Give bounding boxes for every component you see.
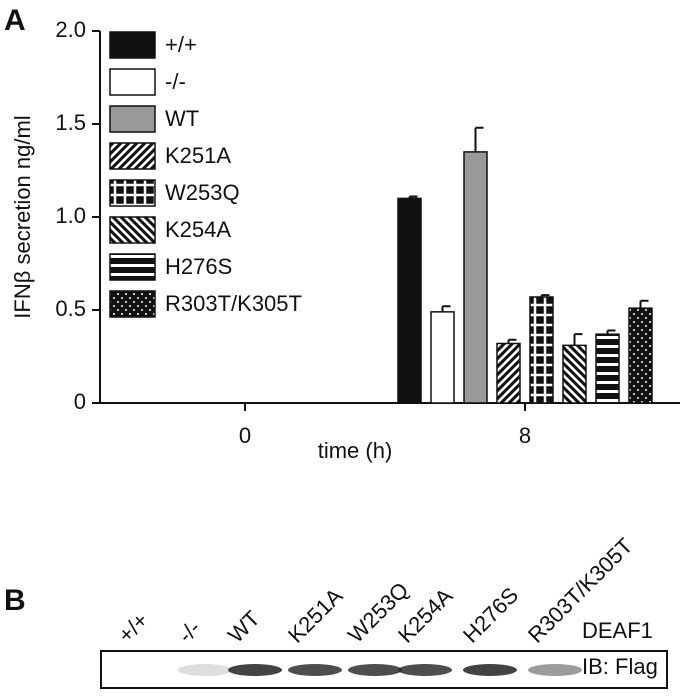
y-tick-label: 0.5 <box>55 296 86 321</box>
bar <box>430 311 455 404</box>
y-tick-label: 2.0 <box>55 17 86 42</box>
blot-band <box>463 664 517 676</box>
legend-swatch <box>109 216 156 244</box>
lane-label: +/+ <box>113 607 153 647</box>
y-tick-label: 0 <box>74 389 86 414</box>
legend-label: R303T/K305T <box>165 291 302 316</box>
legend-swatch <box>109 290 156 318</box>
y-tick-label: 1.0 <box>55 203 86 228</box>
error-bar <box>474 126 484 152</box>
legend-label: -/- <box>165 69 186 94</box>
error-bar <box>408 195 418 199</box>
error-bar <box>639 299 649 309</box>
bar <box>529 296 554 404</box>
lane-label: -/- <box>173 615 205 647</box>
blot-band <box>178 664 232 676</box>
blot-protein: DEAF1 <box>582 618 653 643</box>
y-tick-label: 1.5 <box>55 110 86 135</box>
legend-label: W253Q <box>165 180 240 205</box>
legend-label: K254A <box>165 217 231 242</box>
blot-band <box>528 664 582 676</box>
error-bar <box>573 333 583 346</box>
blot-band <box>348 664 402 676</box>
panel-label: A <box>4 4 26 37</box>
error-bar <box>507 338 517 344</box>
blot-band <box>398 664 452 676</box>
blot-antibody: IB: Flag <box>582 654 658 679</box>
legend-label: K251A <box>165 143 231 168</box>
bar <box>463 151 488 404</box>
x-tick-label: 0 <box>239 423 251 448</box>
legend-swatch <box>109 68 156 96</box>
blot-band <box>228 664 282 676</box>
bar <box>595 333 620 404</box>
panel-label: B <box>4 584 26 617</box>
error-bar <box>540 294 550 297</box>
lane-label: WT <box>223 606 265 648</box>
blot-band <box>288 664 342 676</box>
legend-swatch <box>109 253 156 281</box>
y-axis-title: IFNβ secretion ng/ml <box>10 115 35 318</box>
bar <box>562 344 587 404</box>
legend-label: +/+ <box>165 32 197 57</box>
bar <box>496 342 521 404</box>
legend-swatch <box>109 105 156 133</box>
x-axis-title: time (h) <box>318 438 393 463</box>
error-bar <box>606 329 616 335</box>
error-bar <box>441 305 451 312</box>
legend-swatch <box>109 179 156 207</box>
bar <box>628 307 653 404</box>
bar <box>397 197 422 404</box>
legend-swatch <box>109 142 156 170</box>
legend-label: H276S <box>165 254 232 279</box>
legend-swatch <box>109 31 156 59</box>
lane-label: H276S <box>458 582 523 647</box>
legend-label: WT <box>165 106 199 131</box>
lane-label: K251A <box>283 583 348 648</box>
x-tick-label: 8 <box>519 423 531 448</box>
